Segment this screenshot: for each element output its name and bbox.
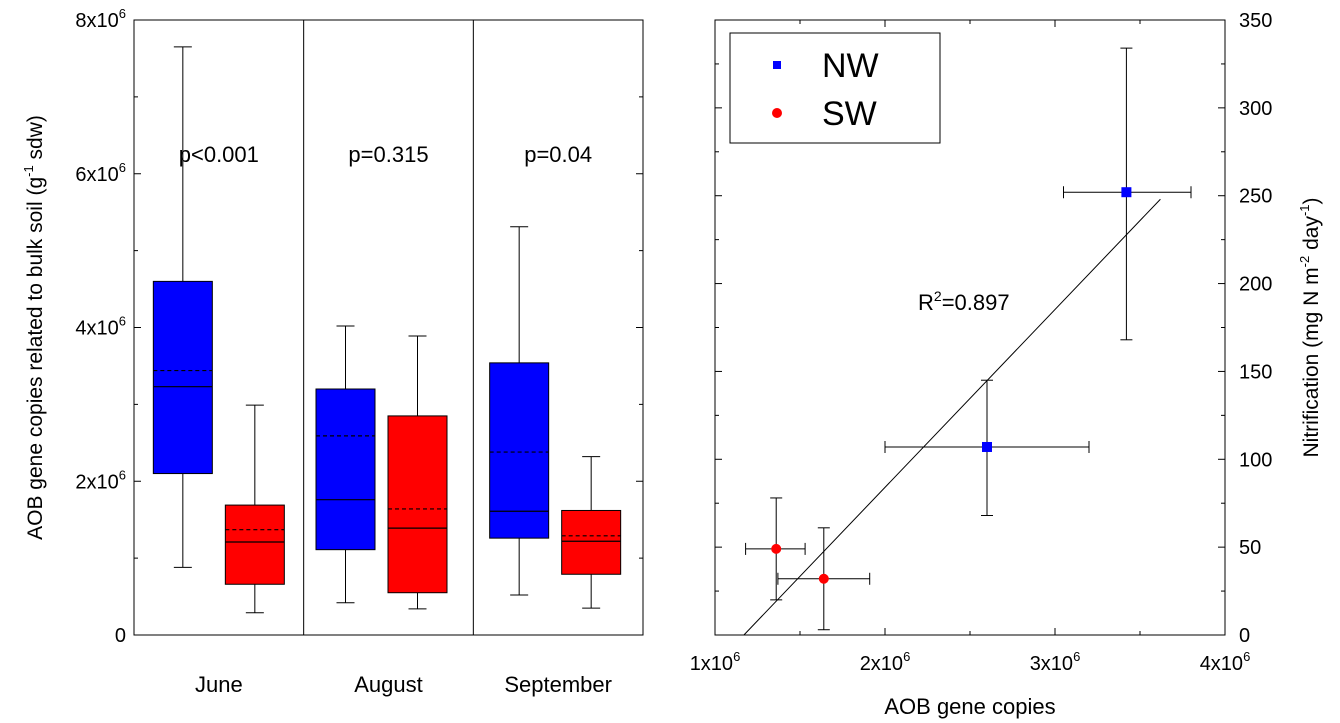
- box: [387, 415, 448, 594]
- x-tick-label-base: 2x10: [860, 653, 903, 675]
- y2-axis-label-sup: -2: [1297, 256, 1312, 268]
- data-point-square: [1121, 187, 1132, 198]
- y2-axis-label-sup: -1: [1297, 204, 1312, 216]
- y2-tick-label: 150: [1239, 361, 1272, 383]
- y2-tick-label: 50: [1239, 537, 1261, 559]
- box: [224, 504, 285, 585]
- data-point-square: [982, 441, 992, 452]
- y2-tick-label: 350: [1239, 10, 1272, 32]
- legend-marker-square: [773, 61, 781, 69]
- r-squared-tail: =0.897: [942, 290, 1010, 315]
- x-tick-label-exp: 6: [733, 649, 740, 664]
- p-value-annotation: p=0.04: [524, 142, 592, 167]
- r-squared-text: R: [918, 290, 934, 315]
- category-label: September: [504, 672, 612, 697]
- r-squared-sup: 2: [934, 288, 942, 304]
- x-tick-label-base: 3x10: [1030, 653, 1073, 675]
- x-tick-label-exp: 6: [1243, 649, 1250, 664]
- y-tick-label-exp: 6: [119, 467, 126, 482]
- y-tick-label: 6x106: [75, 160, 126, 186]
- y-tick-label-exp: 6: [119, 6, 126, 21]
- category-label: June: [195, 672, 243, 697]
- x-tick-label-exp: 6: [903, 649, 910, 664]
- y2-axis-label-mid: day: [1300, 216, 1323, 256]
- box: [561, 509, 622, 575]
- y2-axis-label: Nitrification (mg N m-2 day-1): [1297, 197, 1323, 457]
- y-tick-label-base: 8x10: [75, 10, 118, 32]
- box: [315, 388, 376, 551]
- regression-line: [743, 198, 1161, 636]
- x-tick-label: 3x106: [1030, 649, 1081, 675]
- r-squared-annotation: R2=0.897: [918, 288, 1010, 315]
- x-axis-label: AOB gene copies: [884, 694, 1055, 719]
- category-label: August: [354, 672, 423, 697]
- x-tick-label: 4x106: [1200, 649, 1251, 675]
- y-tick-label-base: 2x10: [75, 471, 118, 493]
- legend-box: [729, 32, 941, 144]
- y-tick-label: 0: [115, 625, 126, 647]
- y2-axis-label-tail: ): [1300, 197, 1323, 204]
- y-axis-label-text: AOB gene copies related to bulk soil (g: [24, 177, 47, 540]
- y2-tick-label: 100: [1239, 449, 1272, 471]
- y-tick-label-base: 6x10: [75, 164, 118, 186]
- y2-tick-label: 250: [1239, 186, 1272, 208]
- p-value-annotation: p<0.001: [179, 142, 259, 167]
- y-axis-label-sup: -1: [21, 165, 36, 177]
- y-tick-label-exp: 6: [119, 160, 126, 175]
- y-axis-label-tail: sdw): [24, 115, 47, 165]
- legend-marker-circle: [772, 108, 782, 118]
- y2-axis-label-text: Nitrification (mg N m: [1300, 267, 1323, 457]
- y-tick-label-exp: 6: [119, 314, 126, 329]
- y2-tick-label: 200: [1239, 274, 1272, 296]
- y2-tick-label: 300: [1239, 98, 1272, 120]
- legend-label: NW: [822, 47, 879, 85]
- data-point-circle: [818, 573, 829, 584]
- y-axis-label: AOB gene copies related to bulk soil (g-…: [21, 115, 47, 540]
- box: [152, 280, 213, 475]
- x-tick-label: 2x106: [860, 649, 911, 675]
- y-tick-label: 4x106: [75, 314, 126, 340]
- y2-tick-label: 0: [1239, 625, 1250, 647]
- x-tick-label-base: 4x10: [1200, 653, 1243, 675]
- y-tick-label-base: 4x10: [75, 318, 118, 340]
- x-tick-label: 1x106: [690, 649, 741, 675]
- data-point-circle: [771, 543, 782, 554]
- x-tick-label-base: 1x10: [690, 653, 733, 675]
- y-tick-label-base: 0: [115, 625, 126, 647]
- y-tick-label: 2x106: [75, 467, 126, 493]
- box: [489, 362, 550, 539]
- legend-label: SW: [822, 95, 877, 133]
- y-tick-label: 8x106: [75, 6, 126, 32]
- x-tick-label-exp: 6: [1073, 649, 1080, 664]
- p-value-annotation: p=0.315: [348, 142, 428, 167]
